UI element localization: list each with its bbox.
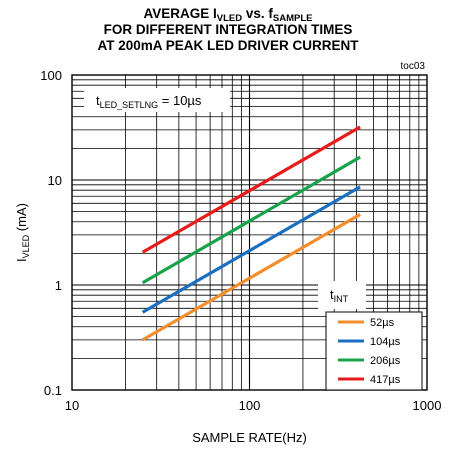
x-tick-label: 1000 (413, 398, 442, 413)
tick-labels: 10 100 1000 0.1 1 10 100 (40, 68, 441, 413)
legend-title-box (318, 281, 366, 309)
legend-title: tINT (330, 287, 349, 304)
series-line (141, 155, 361, 285)
title-line: AVERAGE IVLED vs. fSAMPLE (143, 6, 313, 24)
title-line: AT 200mA PEAK LED DRIVER CURRENT (97, 38, 359, 53)
y-tick-label: 10 (48, 173, 62, 188)
legend-label: 52µs (370, 317, 395, 329)
y-tick-label: 0.1 (44, 383, 62, 398)
figure-id: toc03 (401, 61, 426, 72)
y-axis-title: IVLED (mA) (14, 203, 31, 262)
legend-label: 104µs (370, 336, 401, 348)
x-axis-title: SAMPLE RATE(Hz) (192, 430, 307, 445)
annotation-box (84, 88, 230, 112)
series-line (141, 213, 361, 342)
y-tick-label: 1 (55, 278, 62, 293)
legend-box (325, 311, 423, 391)
series-line (141, 185, 361, 314)
legend-label: 417µs (370, 374, 401, 386)
y-tick-label: 100 (40, 68, 62, 83)
title-line: FOR DIFFERENT INTEGRATION TIMES (103, 22, 353, 37)
legend-label: 206µs (370, 355, 401, 367)
legend: tINT 52µs 104µs 206µs 417µs (318, 281, 423, 391)
x-tick-label: 10 (65, 398, 79, 413)
series-line (141, 125, 361, 254)
annotation-text: tLED_SETLNG = 10µs (96, 93, 202, 110)
setling-annotation: tLED_SETLNG = 10µs (84, 88, 230, 112)
chart-title: AVERAGE IVLED vs. fSAMPLE FOR DIFFERENT I… (0, 6, 456, 54)
series-layer (141, 125, 361, 342)
x-tick-label: 100 (239, 398, 261, 413)
plot-frame (71, 74, 428, 391)
